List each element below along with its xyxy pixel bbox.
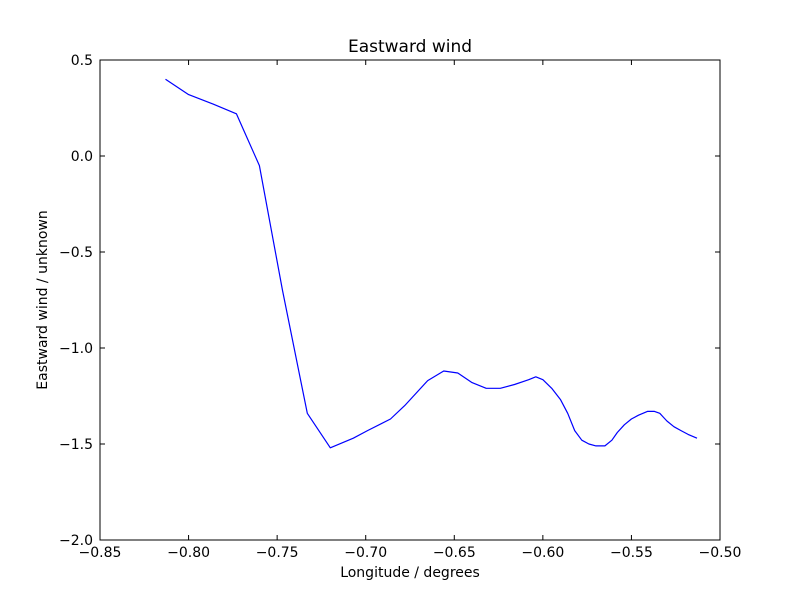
x-tick-label: −0.65 [433,545,476,561]
series-line [165,78,698,449]
plot-frame [99,59,721,541]
x-tick-label: −0.85 [79,545,122,561]
y-tick-label: −1.5 [59,437,93,453]
series-layer [165,78,698,449]
y-axis-label: Eastward wind / unknown [35,210,51,389]
axis-ticks [99,59,721,541]
y-tick-label: −1.0 [59,341,93,357]
y-tick-label: 0.5 [71,53,93,69]
y-tick-label: −0.5 [59,245,93,261]
x-tick-label: −0.80 [167,545,210,561]
y-tick-label: −2.0 [59,533,93,549]
x-tick-label: −0.60 [521,545,564,561]
x-tick-label: −0.70 [344,545,387,561]
x-tick-label: −0.55 [610,545,653,561]
y-tick-label: 0.0 [71,149,93,165]
chart-title: Eastward wind [348,37,472,57]
x-tick-label: −0.75 [256,545,299,561]
plot-area: −0.85 −0.80 −0.75 −0.70 −0.65 −0.60 −0.55 −0.50… [59,53,741,561]
x-tick-label: −0.50 [699,545,742,561]
axis-tick-labels: −0.85 −0.80 −0.75 −0.70 −0.65 −0.60 −0.55 −0.50… [59,53,741,561]
x-axis-label: Longitude / degrees [340,565,480,581]
